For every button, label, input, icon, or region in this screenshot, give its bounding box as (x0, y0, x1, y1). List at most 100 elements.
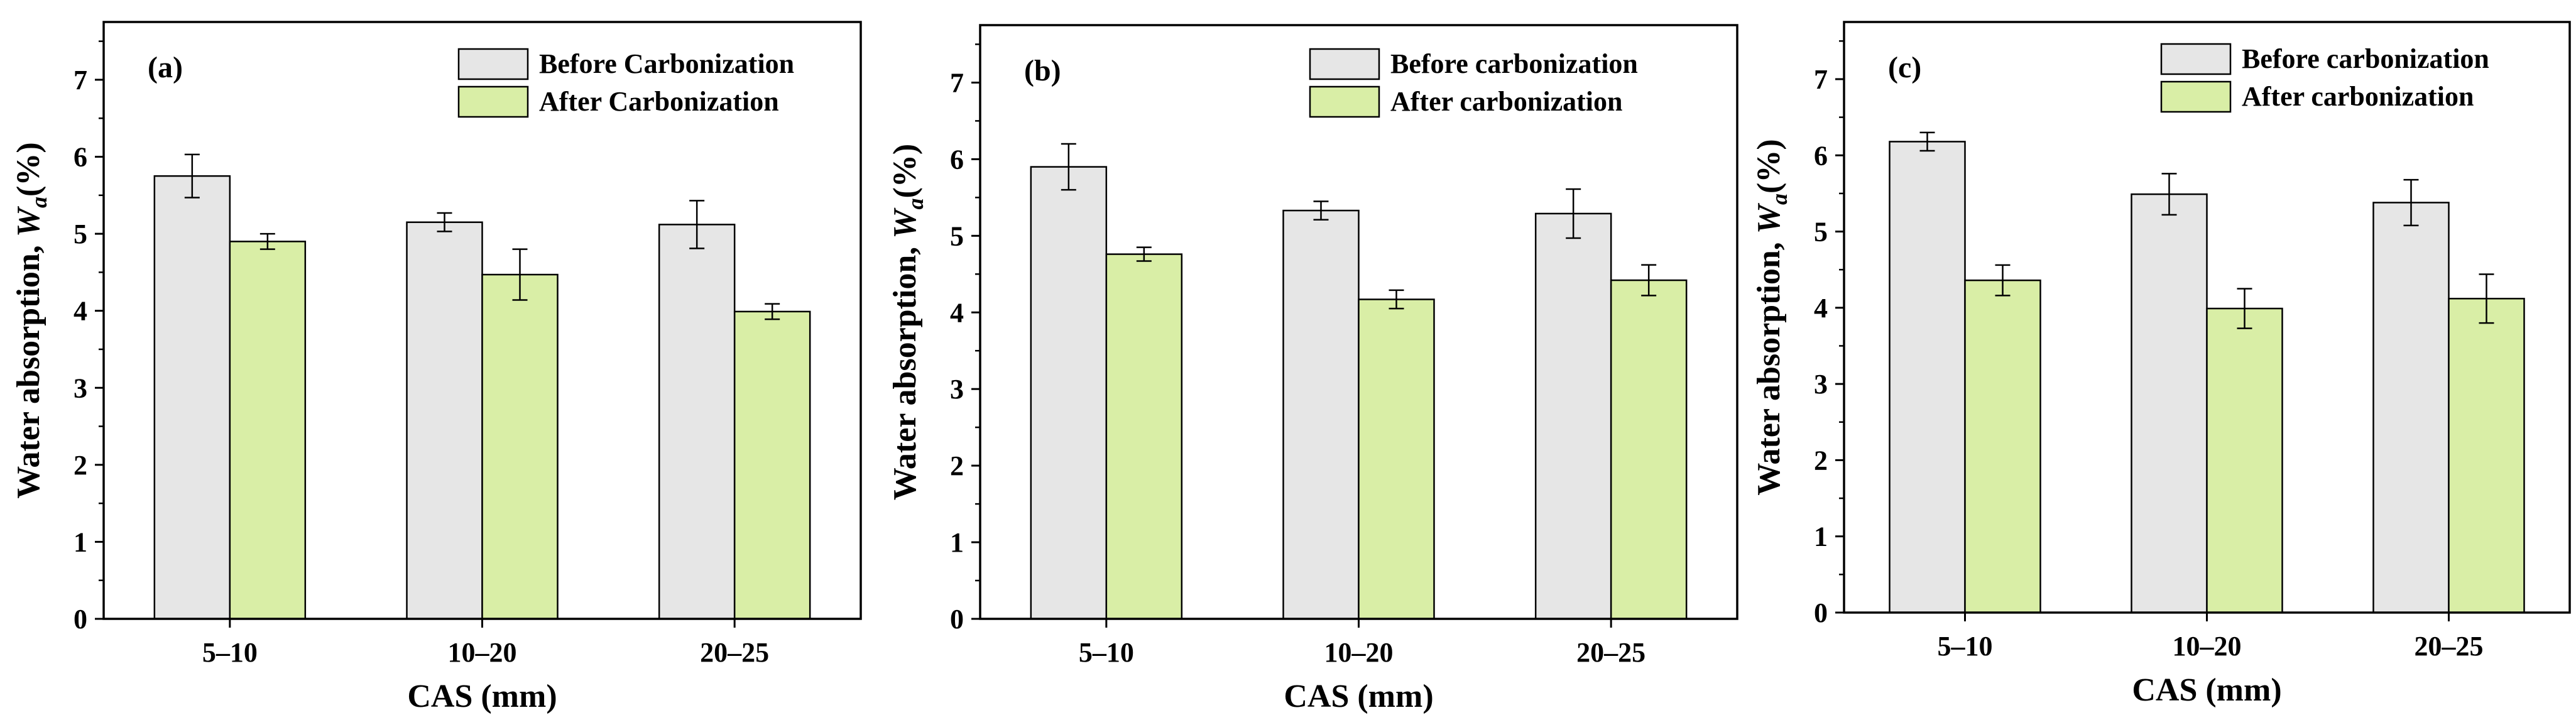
y-axis-label-subscript: a (26, 197, 52, 208)
bar-after-1 (2206, 307, 2283, 614)
error-bar-before-1 (437, 212, 452, 232)
y-axis-label-subscript: a (1767, 194, 1792, 205)
y-axis-label: Water absorption, Wa(%) (1751, 139, 1792, 495)
y-axis-label-text: Water absorption, (887, 239, 923, 501)
y-tick-label: 5 (950, 221, 964, 251)
y-tick-label: 6 (1814, 140, 1828, 171)
error-bar-after-0 (1136, 246, 1152, 262)
legend-item-before: Before carbonization (1309, 48, 1638, 80)
error-bar-before-2 (689, 200, 705, 249)
plot-frame (979, 24, 1738, 620)
bar-after-0 (1964, 279, 2041, 614)
y-tick-label: 7 (74, 65, 87, 95)
legend-swatch (457, 48, 529, 80)
bar-before-0 (1030, 166, 1108, 620)
x-tick-label: 10–20 (448, 637, 517, 668)
y-tick-label: 5 (1814, 217, 1828, 248)
chart-panel-b: 5–10 10–20 20–25 0 1 2 3 4 5 6 7 (b) Before carboniz… (887, 24, 1738, 714)
x-tick-label: 5–10 (202, 637, 258, 668)
y-tick-label: 3 (1814, 369, 1828, 400)
chart-panel-a: 5–10 10–20 20–25 0 1 2 3 4 5 6 7 (a) Before Carboniz… (11, 21, 862, 714)
error-bar-after-0 (259, 232, 275, 250)
y-tick-label: 4 (74, 296, 87, 327)
bar-after-0 (1105, 253, 1183, 620)
legend-item-after: After Carbonization (457, 85, 779, 118)
y-tick-label: 6 (950, 144, 964, 175)
x-axis-label: CAS (mm) (1284, 679, 1433, 714)
error-bar-after-1 (512, 248, 528, 301)
bar-before-1 (406, 221, 483, 620)
plot-frame (1843, 21, 2571, 614)
y-tick-label: 2 (1814, 445, 1828, 476)
legend-label: Before carbonization (1390, 48, 1638, 79)
bar-after-1 (1358, 298, 1435, 620)
y-axis-label-symbol: W (1751, 202, 1787, 234)
x-axis-label: CAS (mm) (407, 679, 557, 714)
error-bar-before-2 (2403, 178, 2419, 227)
x-tick-label: 20–25 (1576, 637, 1645, 668)
legend-swatch (1309, 48, 1380, 80)
y-axis-label-unit: (%) (1751, 139, 1787, 194)
y-axis-label-symbol: W (887, 207, 923, 239)
y-tick-label: 5 (74, 219, 87, 249)
error-bar-before-1 (1313, 200, 1329, 221)
error-bar-after-0 (1995, 264, 2011, 297)
panel-label: (b) (1024, 54, 1061, 87)
error-bar-before-1 (2161, 173, 2177, 216)
y-axis-label-symbol: W (11, 205, 46, 237)
y-tick-label: 3 (74, 373, 87, 403)
panel-label: (c) (1888, 51, 1921, 84)
error-bar-before-2 (1566, 188, 1581, 239)
bar-after-1 (481, 273, 559, 620)
y-tick-label: 1 (950, 527, 964, 558)
bar-before-2 (658, 224, 736, 620)
legend-label: After Carbonization (539, 86, 779, 117)
x-tick-label: 5–10 (1079, 637, 1134, 668)
legend-label: After carbonization (2242, 81, 2474, 112)
y-tick-label: 0 (950, 604, 964, 635)
y-tick-label: 2 (950, 450, 964, 481)
panel-label: (a) (148, 51, 183, 84)
y-tick-label: 4 (950, 297, 964, 328)
y-axis-label-text: Water absorption, (11, 237, 46, 499)
error-bar-after-1 (1389, 289, 1404, 310)
bar-before-0 (1889, 141, 1966, 614)
error-bar-after-2 (765, 303, 780, 320)
x-tick-label: 20–25 (700, 637, 769, 668)
error-bar-before-0 (1061, 143, 1076, 191)
y-axis-label-text: Water absorption, (1751, 234, 1787, 496)
error-bar-before-0 (1919, 131, 1935, 152)
legend-swatch (1309, 85, 1380, 118)
x-axis-label: CAS (mm) (2132, 672, 2281, 708)
y-axis-label-unit: (%) (11, 142, 46, 197)
bar-after-2 (1610, 279, 1688, 620)
y-tick-label: 7 (1814, 64, 1828, 95)
y-axis-label-subscript: a (903, 198, 928, 209)
y-tick-label: 0 (1814, 597, 1828, 628)
bar-before-2 (1534, 212, 1612, 620)
bar-before-0 (153, 175, 231, 620)
x-tick-label: 10–20 (2173, 631, 2242, 662)
chart-panel-c: 5–10 10–20 20–25 0 1 2 3 4 5 6 7 (c) Before carboniz… (1751, 21, 2571, 708)
error-bar-after-2 (1641, 264, 1657, 297)
bar-after-0 (229, 241, 307, 620)
legend-swatch (2160, 80, 2232, 113)
legend-label: After carbonization (1390, 86, 1622, 117)
legend-swatch (2160, 43, 2232, 75)
bar-after-2 (733, 310, 811, 620)
error-bar-before-0 (184, 153, 200, 199)
bar-before-2 (2372, 202, 2450, 614)
legend-item-before: Before Carbonization (457, 48, 794, 80)
bar-before-1 (2131, 193, 2208, 614)
legend-item-after: After carbonization (1309, 85, 1622, 118)
x-tick-label: 5–10 (1938, 631, 1993, 662)
error-bar-after-1 (2237, 288, 2252, 329)
plot-frame (102, 21, 862, 620)
y-axis-label-unit: (%) (887, 144, 923, 199)
error-bar-after-2 (2479, 273, 2494, 324)
legend-item-after: After carbonization (2160, 80, 2474, 113)
y-tick-label: 4 (1814, 293, 1828, 324)
bar-before-1 (1282, 209, 1360, 620)
y-axis-label: Water absorption, Wa(%) (11, 142, 52, 498)
